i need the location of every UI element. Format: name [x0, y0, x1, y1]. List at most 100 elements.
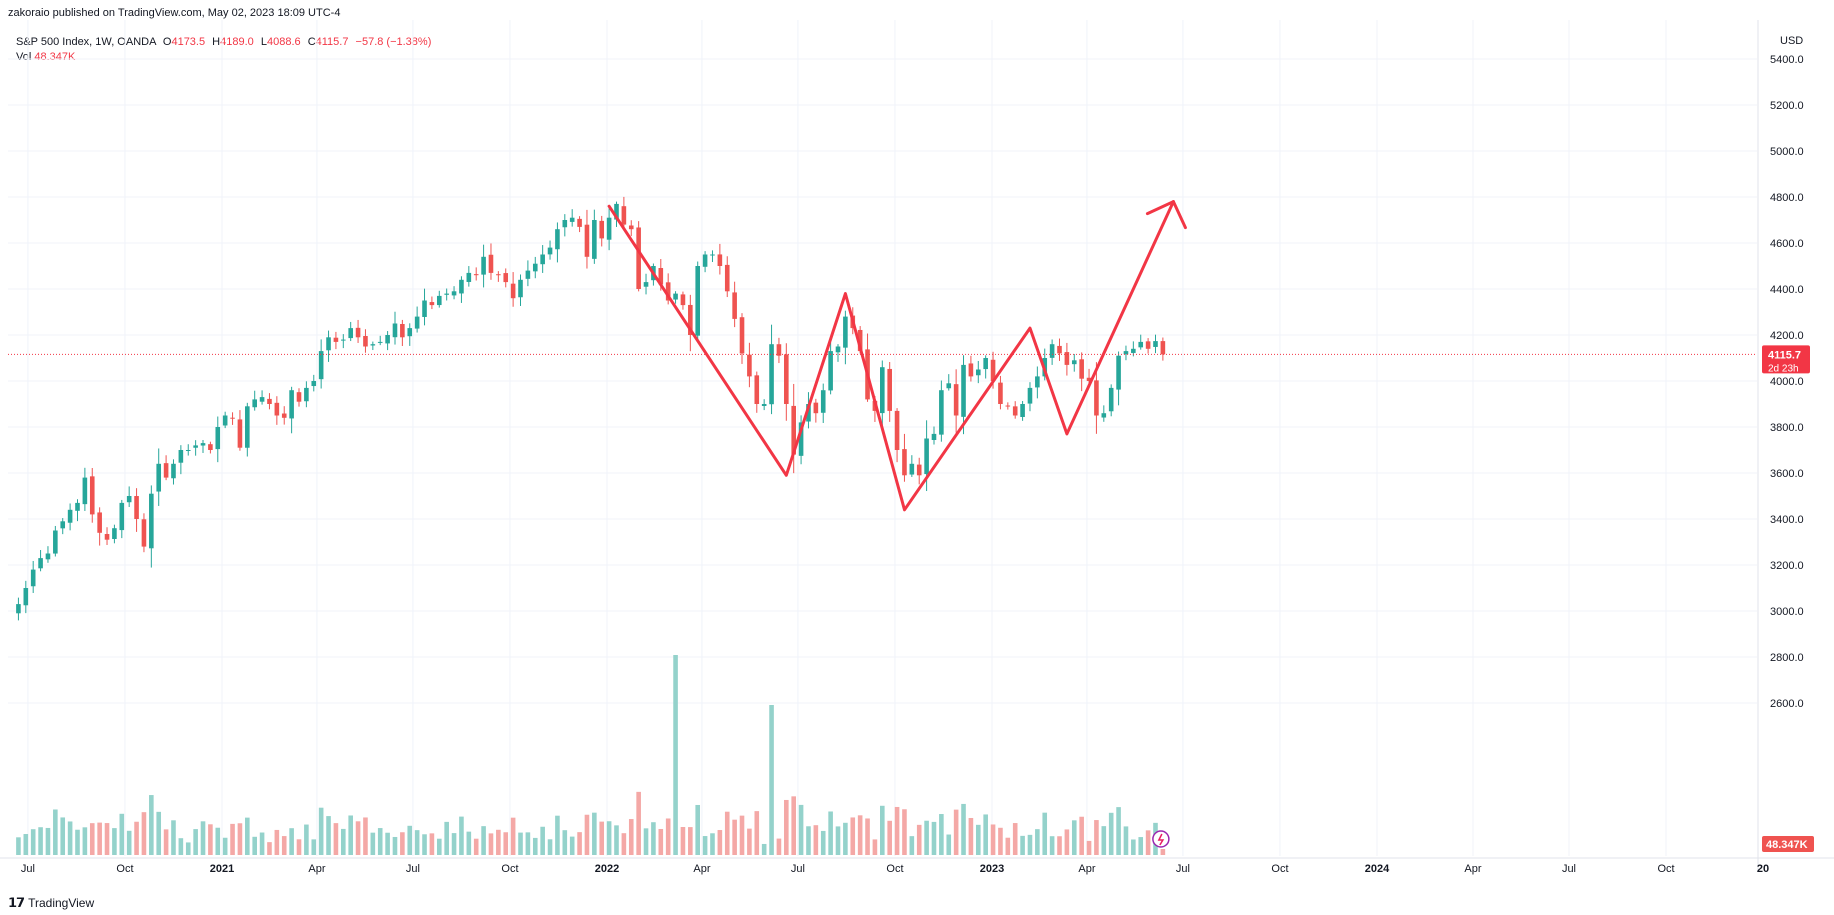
price-chart[interactable]: USD 2600.0 2800.0 3000.0 3200.0 3400.0 3600.0 3… [0, 0, 1834, 880]
volume-bar [606, 821, 612, 855]
candle-body [510, 283, 516, 299]
volume-bar [739, 815, 745, 855]
time-tick-label: Apr [693, 863, 710, 875]
time-tick-label: Jul [21, 863, 35, 875]
time-tick-label: Apr [1464, 863, 1481, 875]
candle-body [939, 390, 944, 435]
volume-bar [274, 829, 280, 855]
volume-bar [968, 817, 974, 855]
candle-body [953, 384, 959, 416]
volume-bar [835, 826, 841, 855]
candle-body [30, 569, 36, 587]
volume-bar [532, 837, 538, 855]
volume-bar [998, 827, 1003, 855]
candle-body [658, 268, 664, 285]
candle-body [1057, 345, 1062, 354]
volume-bar [134, 821, 139, 855]
candle-body [562, 220, 568, 228]
volume-bar [902, 809, 907, 855]
volume-bar [97, 822, 102, 855]
candle-body [1079, 359, 1084, 379]
candle-body [843, 316, 848, 348]
candle-body [141, 519, 147, 547]
volume-bar [281, 836, 287, 855]
candle-body [112, 528, 117, 539]
volume-bar [237, 823, 243, 855]
volume-bar [318, 807, 324, 855]
candle-body [592, 220, 597, 259]
volume-bar [311, 839, 317, 855]
time-tick-label: Oct [1657, 863, 1674, 875]
volume-bar [400, 832, 405, 855]
volume-bar [1079, 816, 1084, 855]
price-axis: USD 2600.0 2800.0 3000.0 3200.0 3400.0 3600.0 3… [1757, 0, 1834, 880]
volume-bar [643, 828, 649, 855]
candle-body [791, 405, 796, 455]
candle-body [341, 339, 346, 341]
candle-body [149, 493, 154, 549]
high-value: 4189.0 [220, 36, 254, 48]
candle-body [1116, 355, 1121, 390]
volume-bar [702, 836, 708, 855]
candle-body [281, 413, 287, 418]
candle-body [414, 316, 420, 329]
time-tick-label: Jul [1176, 863, 1190, 875]
candles [16, 196, 1166, 621]
volume-bar [429, 833, 435, 855]
candle-body [1012, 406, 1018, 416]
volume-bar [791, 796, 796, 855]
candle-body [459, 279, 464, 294]
candle-body [208, 444, 213, 450]
change-value: −57.8 (−1.38%) [355, 36, 432, 48]
candle-body [968, 363, 974, 377]
candle-body [193, 445, 198, 448]
volume-bar [230, 823, 235, 855]
published-header: zakoraio published on TradingView.com, M… [8, 7, 341, 19]
candle-body [828, 351, 833, 391]
candle-body [267, 398, 272, 404]
volume-bar [459, 816, 464, 855]
volume-bar [909, 836, 915, 855]
volume-badge [1762, 836, 1814, 852]
price-tick-label: 3400.0 [1770, 514, 1804, 526]
volume-bar [348, 815, 353, 855]
volume-bar [939, 814, 944, 855]
price-tick-label: 3800.0 [1770, 422, 1804, 434]
candle-body [473, 274, 479, 276]
volume-bar [784, 799, 789, 855]
volume-bar [1138, 837, 1144, 855]
candle-body [215, 427, 221, 450]
candle-body [1145, 341, 1151, 349]
symbol-label[interactable]: S&P 500 Index, 1W, OANDA [16, 36, 156, 48]
volume-bar [481, 826, 486, 855]
candle-body [577, 218, 582, 227]
candle-body [363, 336, 368, 347]
candle-body [38, 558, 43, 569]
candle-body [547, 247, 553, 255]
volume-bar [628, 819, 634, 855]
volume-bar [23, 834, 29, 855]
volume-bar [1020, 835, 1025, 855]
candle-body [931, 433, 937, 440]
event-lightning-icon [1152, 830, 1170, 848]
volume-bar [326, 816, 331, 855]
volume-bar [1071, 820, 1077, 855]
volume-bar [761, 843, 767, 855]
candle-body [887, 368, 892, 411]
time-tick-label: Oct [501, 863, 518, 875]
candle-body [171, 463, 176, 479]
lightning-bolt-icon [1157, 833, 1165, 846]
volume-bar [1064, 829, 1070, 855]
volume-bar [820, 830, 826, 855]
candle-body [754, 375, 760, 404]
price-tick-label: 4800.0 [1770, 192, 1804, 204]
candle-body [525, 270, 531, 279]
volume-bar [953, 809, 959, 855]
volume-bar [503, 832, 509, 855]
volume-bar [259, 832, 265, 855]
close-value: 4115.7 [315, 36, 349, 48]
countdown-label: 2d 23h [1768, 363, 1799, 374]
price-tick-label: 2600.0 [1770, 698, 1804, 710]
volume-bar [599, 821, 605, 855]
candle-body [259, 397, 265, 402]
